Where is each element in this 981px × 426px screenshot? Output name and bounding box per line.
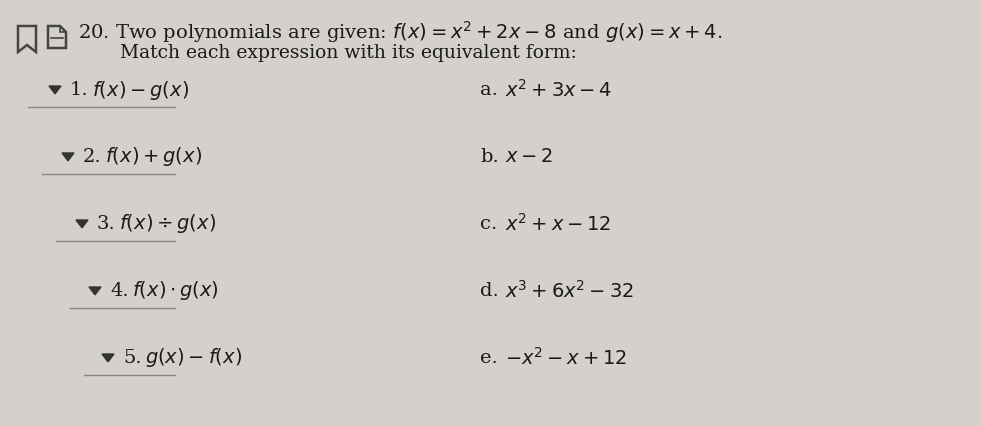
Polygon shape bbox=[89, 287, 101, 295]
Text: d.: d. bbox=[480, 281, 498, 299]
Text: $x^3 + 6x^2 - 32$: $x^3 + 6x^2 - 32$ bbox=[505, 279, 634, 301]
Text: a.: a. bbox=[480, 81, 498, 99]
Text: $f(x) \div g(x)$: $f(x) \div g(x)$ bbox=[119, 212, 216, 235]
Text: $x^2 + x - 12$: $x^2 + x - 12$ bbox=[505, 213, 611, 234]
Text: $g(x) - f(x)$: $g(x) - f(x)$ bbox=[145, 345, 242, 368]
Text: 3.: 3. bbox=[97, 215, 116, 233]
Polygon shape bbox=[76, 221, 88, 228]
Text: $-x^2 - x + 12$: $-x^2 - x + 12$ bbox=[505, 346, 627, 368]
Text: $x - 2$: $x - 2$ bbox=[505, 148, 553, 166]
Text: $f(x) - g(x)$: $f(x) - g(x)$ bbox=[92, 78, 189, 101]
Text: $x^2 + 3x - 4$: $x^2 + 3x - 4$ bbox=[505, 79, 612, 101]
Text: b.: b. bbox=[480, 148, 498, 166]
Text: 20. Two polynomials are given: $f(x) = x^2 + 2x - 8$ and $g(x) = x + 4.$: 20. Two polynomials are given: $f(x) = x… bbox=[78, 19, 722, 45]
Text: 4.: 4. bbox=[110, 281, 129, 299]
Polygon shape bbox=[49, 87, 61, 95]
Text: $f(x) \cdot g(x)$: $f(x) \cdot g(x)$ bbox=[132, 279, 219, 302]
Polygon shape bbox=[102, 354, 114, 362]
Polygon shape bbox=[62, 154, 74, 161]
Text: $f(x) + g(x)$: $f(x) + g(x)$ bbox=[105, 145, 202, 168]
Text: Match each expression with its equivalent form:: Match each expression with its equivalen… bbox=[120, 44, 577, 62]
Text: 2.: 2. bbox=[83, 148, 102, 166]
Text: 1.: 1. bbox=[70, 81, 88, 99]
Text: c.: c. bbox=[480, 215, 497, 233]
Text: e.: e. bbox=[480, 348, 497, 366]
Text: 5.: 5. bbox=[123, 348, 141, 366]
